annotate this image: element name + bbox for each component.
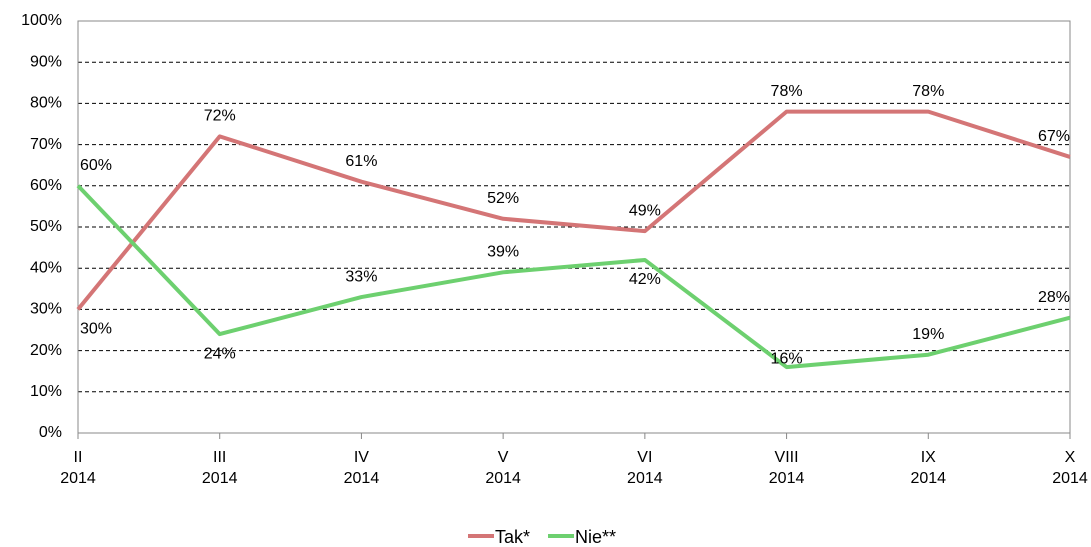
x-tick-label: II 2014 bbox=[60, 449, 96, 487]
y-tick-label: 0% bbox=[39, 424, 62, 441]
data-label: 16% bbox=[771, 350, 803, 367]
data-label: 49% bbox=[629, 202, 661, 219]
series-line bbox=[76, 109, 1071, 311]
legend-label: Nie** bbox=[575, 527, 616, 547]
series-line bbox=[76, 184, 1071, 370]
data-label: 61% bbox=[345, 153, 377, 170]
data-label: 67% bbox=[1038, 128, 1070, 145]
data-label: 39% bbox=[487, 244, 519, 261]
data-label: 60% bbox=[80, 157, 112, 174]
x-tick-label: III 2014 bbox=[201, 449, 238, 487]
data-label: 33% bbox=[345, 268, 377, 285]
data-label: 19% bbox=[912, 326, 944, 343]
data-label: 24% bbox=[204, 345, 236, 362]
y-tick-label: 70% bbox=[30, 136, 62, 153]
y-tick-label: 50% bbox=[30, 218, 62, 235]
plot-border bbox=[77, 20, 1071, 434]
data-label: 30% bbox=[80, 321, 112, 338]
data-label: 72% bbox=[204, 108, 236, 125]
x-tick-label: VIII 2014 bbox=[768, 449, 805, 487]
data-label: 52% bbox=[487, 190, 519, 207]
data-label: 42% bbox=[629, 271, 661, 288]
data-label: 28% bbox=[1038, 289, 1070, 306]
y-tick-label: 10% bbox=[30, 383, 62, 400]
y-tick-label: 20% bbox=[30, 342, 62, 359]
y-tick-label: 30% bbox=[30, 301, 62, 318]
y-tick-label: 40% bbox=[30, 259, 62, 276]
x-tick-label: IV 2014 bbox=[343, 449, 380, 487]
y-tick-label: 80% bbox=[30, 95, 62, 112]
x-tick-label: VI 2014 bbox=[627, 449, 663, 487]
x-tick-label: V 2014 bbox=[485, 449, 521, 487]
y-tick-label: 90% bbox=[30, 53, 62, 70]
x-tick-label: IX 2014 bbox=[910, 449, 947, 487]
data-label: 78% bbox=[771, 83, 803, 100]
x-tick-label: X 2014 bbox=[1052, 449, 1088, 487]
y-tick-label: 100% bbox=[21, 12, 62, 29]
y-tick-label: 60% bbox=[30, 177, 62, 194]
data-label: 78% bbox=[912, 83, 944, 100]
legend-label: Tak* bbox=[495, 527, 530, 547]
